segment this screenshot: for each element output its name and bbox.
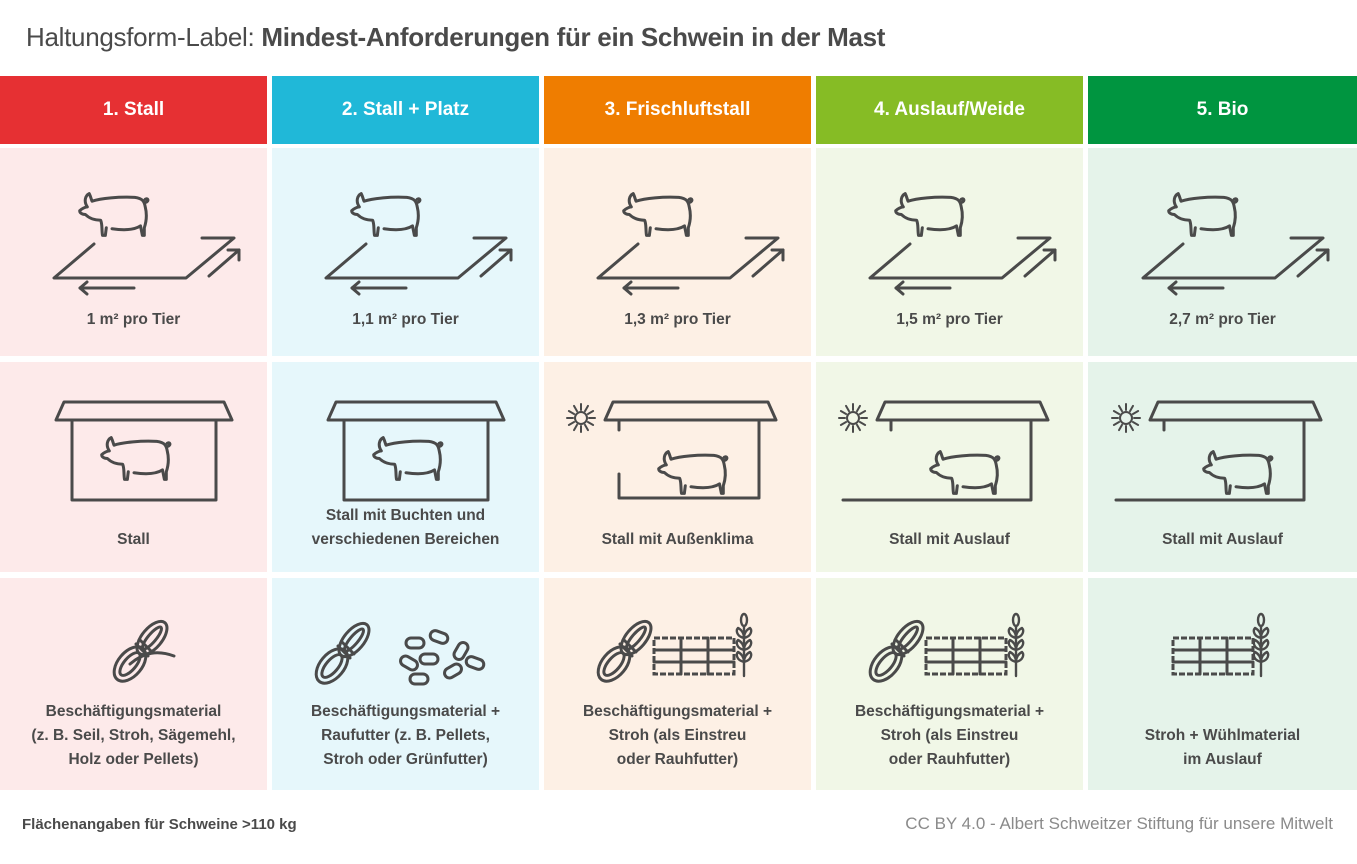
- enrichment-cell: Beschäftigungsmaterial (z. B. Seil, Stroh…: [0, 578, 267, 790]
- closed-barn-icon: [326, 400, 505, 502]
- space-cell: 1,5 m² pro Tier: [816, 148, 1083, 356]
- column-level-2: 2. Stall + Platz 1,1 m² pro Tier Stall m…: [272, 76, 539, 790]
- space-cell: 1,3 m² pro Tier: [544, 148, 811, 356]
- housing-line: Stall mit Auslauf: [889, 531, 1010, 548]
- enrichment-line: oder Rauhfutter): [616, 751, 739, 768]
- space-cell: 2,7 m² pro Tier: [1088, 148, 1357, 356]
- enrichment-line: Beschäftigungsmaterial +: [310, 703, 501, 720]
- enrichment-cell: Beschäftigungsmaterial + Stroh (als Einst…: [816, 578, 1083, 790]
- enrichment-line: Stroh + Wühlmaterial: [1144, 727, 1301, 744]
- enrichment-caption: Beschäftigungsmaterial + Raufutter (z. B.…: [272, 700, 539, 772]
- enrichment-line: Stroh (als Einstreu: [608, 727, 747, 744]
- enrichment-caption: Beschäftigungsmaterial + Stroh (als Einst…: [544, 700, 811, 772]
- enrichment-line: Stroh oder Grünfutter): [323, 751, 488, 768]
- wheat-icon: [1252, 612, 1269, 678]
- floor-space-icon: [596, 192, 784, 296]
- enrichment-line: oder Rauhfutter): [888, 751, 1011, 768]
- level-header: 1. Stall: [0, 76, 267, 144]
- enrichment-cell: Stroh + Wühlmaterial im Auslauf: [1088, 578, 1357, 790]
- license-credit: CC BY 4.0 - Albert Schweitzer Stiftung f…: [905, 814, 1333, 833]
- column-level-4: 4. Auslauf/Weide 1,5 m² pro Tier Stall m…: [816, 76, 1083, 790]
- wheat-icon: [1007, 612, 1024, 678]
- rope-icon: [112, 619, 168, 683]
- level-label: 3. Frischluftstall: [604, 99, 751, 120]
- rope-icon: [314, 621, 370, 685]
- enrichment-line: (z. B. Seil, Stroh, Sägemehl,: [31, 727, 236, 744]
- rope-tail: [128, 651, 175, 666]
- housing-line: Stall mit Außenklima: [601, 531, 754, 548]
- enrichment-line: Stroh (als Einstreu: [880, 727, 1019, 744]
- level-label: 5. Bio: [1196, 99, 1249, 120]
- housing-cell: Stall mit Außenklima: [544, 362, 811, 572]
- space-cell: 1 m² pro Tier: [0, 148, 267, 356]
- column-level-3: 3. Frischluftstall 1,3 m² pro Tier Stall…: [544, 76, 811, 790]
- level-header: 5. Bio: [1088, 76, 1357, 144]
- level-header: 2. Stall + Platz: [272, 76, 539, 144]
- open-barn-sun-icon: [565, 400, 777, 500]
- closed-barn-icon: [54, 400, 233, 502]
- enrichment-line: im Auslauf: [1183, 751, 1262, 768]
- enrichment-line: Beschäftigungsmaterial +: [854, 703, 1045, 720]
- enrichment-icons: [112, 619, 175, 683]
- space-per-animal: 2,7 m² pro Tier: [1169, 311, 1276, 328]
- housing-cell: Stall mit Auslauf: [816, 362, 1083, 572]
- floor-space-icon: [52, 192, 240, 296]
- housing-line: Stall mit Buchten und: [325, 507, 486, 524]
- housing-line: Stall mit Auslauf: [1162, 531, 1283, 548]
- enrichment-cell: Beschäftigungsmaterial + Stroh (als Einst…: [544, 578, 811, 790]
- housing-line: verschiedenen Bereichen: [311, 531, 500, 548]
- enrichment-line: Beschäftigungsmaterial: [45, 703, 222, 720]
- housing-caption: Stall mit Buchten und verschiedenen Berei…: [272, 504, 539, 552]
- housing-cell: Stall: [0, 362, 267, 572]
- rope-icon: [596, 619, 652, 683]
- space-per-animal: 1,1 m² pro Tier: [352, 311, 459, 328]
- straw-bale-icon: [924, 636, 1007, 676]
- housing-cell: Stall mit Buchten und verschiedenen Berei…: [272, 362, 539, 572]
- rope-icon: [868, 619, 924, 683]
- space-cell: 1,1 m² pro Tier: [272, 148, 539, 356]
- floor-space-icon: [1141, 192, 1329, 296]
- enrichment-line: Holz oder Pellets): [68, 751, 199, 768]
- enrichment-icons: [596, 612, 752, 683]
- space-per-animal: 1,5 m² pro Tier: [896, 311, 1003, 328]
- column-level-1: 1. Stall 1 m² pro Tier Stall Beschäftigu…: [0, 76, 267, 790]
- enrichment-caption: Stroh + Wühlmaterial im Auslauf: [1088, 724, 1357, 772]
- barn-with-run-sun-icon: [1110, 400, 1322, 502]
- level-label: 2. Stall + Platz: [341, 99, 470, 120]
- floor-space-icon: [868, 192, 1056, 296]
- column-level-5: 5. Bio 2,7 m² pro Tier Stall mit Auslauf…: [1088, 76, 1357, 790]
- enrichment-caption: Beschäftigungsmaterial + Stroh (als Einst…: [816, 700, 1083, 772]
- housing-caption: Stall: [0, 528, 267, 552]
- housing-caption: Stall mit Auslauf: [816, 528, 1083, 552]
- enrichment-icons: [868, 612, 1024, 683]
- enrichment-cell: Beschäftigungsmaterial + Raufutter (z. B.…: [272, 578, 539, 790]
- straw-bale-icon: [1171, 636, 1254, 676]
- space-per-animal: 1,3 m² pro Tier: [624, 311, 731, 328]
- level-header: 3. Frischluftstall: [544, 76, 811, 144]
- enrichment-icons: [314, 621, 485, 686]
- page-title: Haltungsform-Label: Mindest-Anforderunge…: [26, 22, 885, 53]
- enrichment-line: Raufutter (z. B. Pellets,: [321, 727, 490, 744]
- footnote: Flächenangaben für Schweine >110 kg: [22, 816, 297, 833]
- housing-cell: Stall mit Auslauf: [1088, 362, 1357, 572]
- enrichment-caption: Beschäftigungsmaterial (z. B. Seil, Stroh…: [0, 700, 267, 772]
- pellets-icon: [398, 629, 485, 686]
- title-prefix: Haltungsform-Label:: [26, 22, 262, 52]
- space-per-animal: 1 m² pro Tier: [86, 311, 181, 328]
- level-header: 4. Auslauf/Weide: [816, 76, 1083, 144]
- housing-line: Stall: [117, 531, 150, 548]
- wheat-icon: [735, 612, 752, 678]
- straw-bale-icon: [652, 636, 735, 676]
- housing-caption: Stall mit Außenklima: [544, 528, 811, 552]
- enrichment-line: Beschäftigungsmaterial +: [582, 703, 773, 720]
- level-label: 1. Stall: [102, 99, 165, 120]
- level-label: 4. Auslauf/Weide: [874, 99, 1025, 120]
- housing-caption: Stall mit Auslauf: [1088, 528, 1357, 552]
- floor-space-icon: [324, 192, 512, 296]
- enrichment-icons: [1171, 612, 1269, 678]
- barn-with-run-sun-icon: [837, 400, 1049, 502]
- title-main: Mindest-Anforderungen für ein Schwein in…: [261, 22, 886, 52]
